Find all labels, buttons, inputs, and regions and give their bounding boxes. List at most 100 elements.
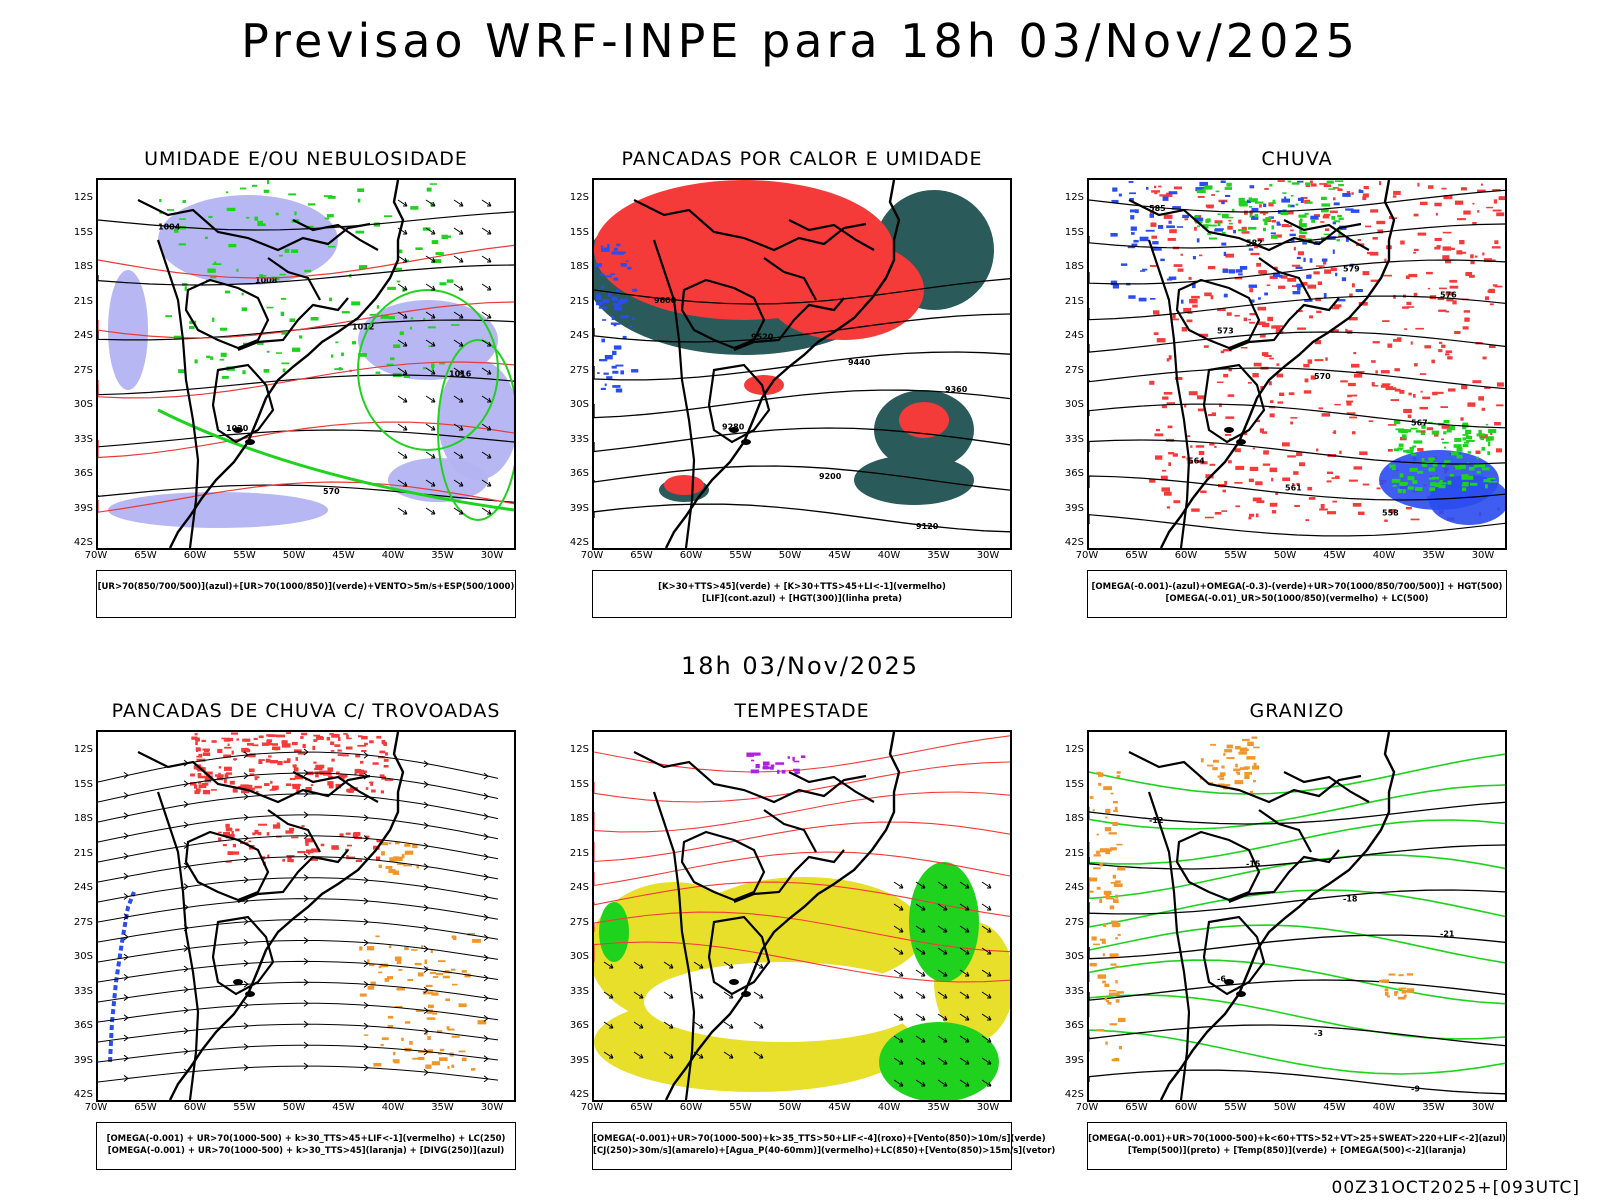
political-border (292, 771, 379, 803)
streamline-arrow (363, 1064, 369, 1072)
field-speck (1396, 337, 1402, 341)
field-speck (1492, 284, 1498, 287)
field-speck (415, 247, 423, 250)
field-speck (281, 740, 288, 745)
longitude-tick-label: 70W (84, 1102, 108, 1113)
field-speck (381, 842, 388, 846)
streamline-arrow (183, 1027, 189, 1035)
field-speck (1317, 281, 1322, 286)
streamline-arrow (363, 960, 369, 967)
wind-vector (937, 991, 948, 999)
streamline (98, 1023, 499, 1043)
field-speck (1413, 292, 1418, 298)
streamline-arrow (483, 914, 489, 921)
longitude-tick-label: 50W (282, 1102, 306, 1113)
field-speck (1209, 443, 1215, 446)
field-speck (201, 739, 206, 742)
field-speck (358, 265, 368, 269)
field-speck (205, 236, 208, 239)
field-speck (1405, 429, 1409, 432)
forecast-time-title: 18h 03/Nov/2025 (680, 652, 919, 680)
field-speck (202, 752, 211, 756)
field-speck (1248, 197, 1252, 201)
field-speck (1470, 482, 1478, 486)
field-speck (1413, 394, 1416, 398)
field-speck (1302, 240, 1307, 245)
field-speck (1413, 248, 1419, 251)
field-speck (1388, 973, 1396, 976)
latitude-tick-label: 12S (1064, 192, 1084, 203)
latitude-tick-label: 24S (569, 882, 589, 893)
longitude-tick-label: 65W (1125, 550, 1148, 561)
field-speck (1110, 280, 1118, 286)
field-speck (1431, 430, 1439, 435)
streamline-arrow (363, 1043, 369, 1051)
field-speck (1300, 199, 1304, 203)
field-speck (615, 388, 623, 393)
field-speck (1489, 303, 1494, 306)
field-speck (198, 753, 203, 758)
field-speck (425, 1064, 432, 1069)
field-speck (1380, 384, 1390, 388)
field-speck (292, 764, 297, 768)
field-speck (1382, 320, 1390, 322)
field-speck (427, 1036, 431, 1040)
wind-vector (481, 227, 492, 235)
field-speck (1173, 264, 1183, 267)
field-speck (254, 829, 259, 835)
field-speck (1250, 198, 1258, 203)
field-speck (439, 1057, 448, 1061)
wind-vector (959, 925, 970, 933)
field-speck (1130, 215, 1135, 220)
field-speck (1292, 483, 1295, 486)
field-speck (1267, 316, 1274, 322)
field-speck (195, 750, 199, 752)
field-speck (1253, 779, 1256, 783)
political-border (680, 278, 766, 350)
field-speck (1162, 396, 1169, 400)
political-border (652, 791, 696, 1100)
field-speck (291, 741, 298, 746)
field-speck (1305, 185, 1311, 187)
field-speck (407, 978, 414, 982)
field-speck (1275, 492, 1279, 495)
political-border (267, 257, 321, 301)
wind-vector (915, 969, 926, 977)
field-speck (1281, 198, 1290, 203)
field-speck (323, 195, 333, 198)
field-speck (245, 784, 253, 789)
contour-label: 573 (1217, 326, 1234, 335)
field-speck (398, 249, 403, 254)
field-speck (1287, 278, 1297, 282)
field-speck (1405, 507, 1412, 510)
field-speck (426, 1017, 436, 1020)
field-speck (1474, 255, 1478, 258)
field-speck (1108, 832, 1117, 835)
contour-label: -9 (1411, 1085, 1420, 1094)
field-speck (601, 285, 604, 289)
field-speck (1406, 973, 1414, 976)
political-border (788, 219, 875, 251)
field-speck (1263, 212, 1266, 216)
field-speck (1269, 413, 1275, 418)
longitude-tick-label: 35W (927, 1102, 950, 1113)
field-speck (219, 327, 228, 331)
wind-vector (663, 991, 674, 999)
field-speck (1449, 279, 1458, 283)
streamline-arrow (363, 981, 369, 988)
field-speck (1478, 429, 1482, 434)
latitude-tick-label: 36S (569, 468, 589, 479)
wind-vector (397, 367, 408, 375)
field-speck (1370, 209, 1379, 213)
field-speck (1468, 435, 1473, 440)
field-speck (1197, 461, 1202, 463)
field-speck (1142, 268, 1148, 271)
field-speck (1345, 328, 1348, 334)
field-speck (300, 736, 304, 739)
field-speck (1097, 974, 1106, 979)
field-speck (1231, 208, 1235, 213)
streamline-arrow (183, 1006, 189, 1014)
field-speck (208, 215, 213, 218)
field-speck (610, 273, 615, 276)
field-speck (425, 966, 429, 969)
